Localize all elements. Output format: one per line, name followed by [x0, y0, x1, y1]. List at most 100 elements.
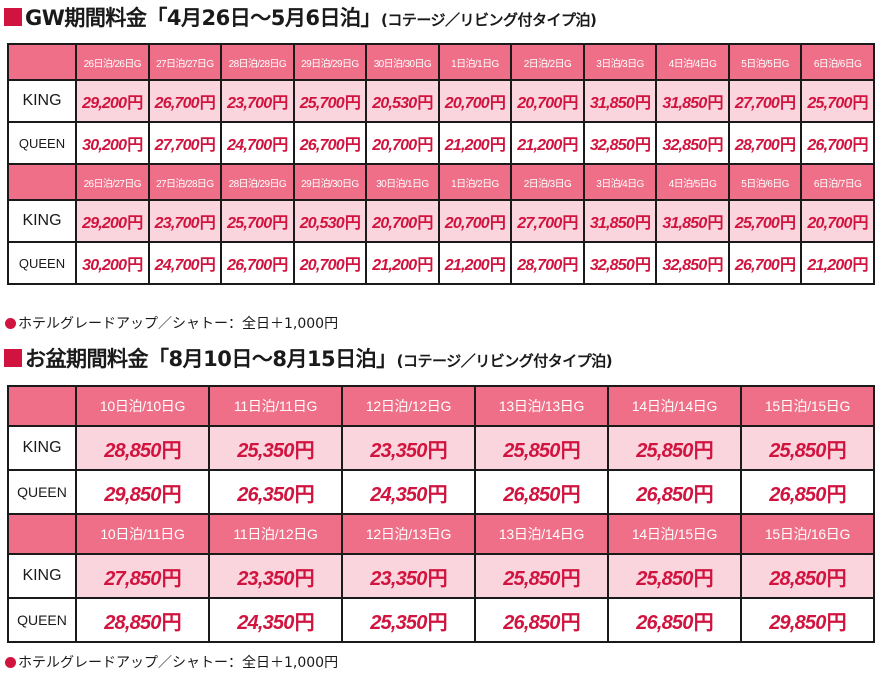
queen-price-cell: 32,850円	[655, 241, 730, 285]
price-value: 25,850	[769, 439, 826, 462]
yen-unit: 円	[127, 257, 143, 274]
price-value: 25,700	[227, 215, 272, 232]
yen-unit: 円	[562, 257, 578, 274]
obon-rate-table: 10日泊/10日G 11日泊/11日G 12日泊/12日G 13日泊/13日G 14日泊…	[7, 385, 875, 643]
king-row: KING 29,200円 26,700円 23,700円 25,700円 20,530円 2…	[7, 79, 875, 123]
price-value: 25,850	[636, 439, 693, 462]
yen-unit: 円	[693, 439, 714, 462]
yen-unit: 円	[707, 137, 723, 154]
queen-price-cell: 32,850円	[655, 121, 730, 165]
price-value: 21,200	[807, 257, 852, 274]
queen-price-cell: 21,200円	[800, 241, 875, 285]
gw-rate-table: 26日泊/26日G 27日泊/27日G 28日泊/28日G 29日泊/29日G 30日泊…	[7, 43, 875, 285]
king-price-cell: 25,700円	[800, 79, 875, 123]
price-value: 31,850	[662, 215, 707, 232]
yen-unit: 円	[693, 483, 714, 506]
price-value: 26,350	[237, 483, 294, 506]
king-price-cell: 28,850円	[740, 553, 875, 599]
price-value: 20,700	[444, 95, 490, 112]
queen-price-cell: 26,850円	[607, 597, 742, 643]
price-value: 26,700	[299, 137, 345, 154]
queen-price-cell: 26,700円	[292, 121, 368, 165]
price-value: 26,850	[636, 483, 693, 506]
queen-price-cell: 21,200円	[365, 241, 440, 285]
date-header-cell: 2日泊/2日G	[510, 43, 585, 81]
obon-note-text: ホテルグレードアップ／シャトー：全日＋1,000円	[18, 655, 339, 671]
queen-price-cell: 27,700円	[147, 121, 223, 165]
header-corner-cell	[7, 163, 77, 201]
queen-price-cell: 26,350円	[208, 469, 343, 515]
price-value: 25,700	[734, 215, 780, 232]
date-header-cell: 12日泊/12日G	[341, 385, 476, 427]
gw-section-title: GW期間料金「4月26日〜5月6日泊」 (コテージ／リビング付タイプ泊)	[4, 2, 597, 32]
queen-price-cell: 26,850円	[607, 469, 742, 515]
king-price-cell: 27,700円	[727, 79, 803, 123]
yen-unit: 円	[344, 257, 361, 274]
price-value: 28,850	[769, 567, 826, 590]
queen-row: QUEEN 28,850円 24,350円 25,350円 26,850円 26,850円…	[7, 597, 875, 643]
yen-unit: 円	[161, 483, 182, 506]
queen-price-cell: 24,350円	[341, 469, 476, 515]
king-row: KING 28,850円 25,350円 23,350円 25,850円 25,850円 2…	[7, 425, 875, 471]
yen-unit: 円	[344, 137, 361, 154]
price-value: 26,700	[734, 257, 780, 274]
date-header-cell: 1日泊/2日G	[437, 163, 513, 201]
yen-unit: 円	[852, 215, 869, 232]
king-price-cell: 20,700円	[510, 79, 585, 123]
date-header-cell: 10日泊/11日G	[75, 513, 210, 555]
yen-unit: 円	[780, 257, 796, 274]
gw-title-sub: (コテージ／リビング付タイプ泊)	[380, 11, 597, 29]
gw-note-text: ホテルグレードアップ／シャトー：全日＋1,000円	[18, 316, 339, 332]
king-price-cell: 23,700円	[147, 199, 223, 243]
price-value: 29,200	[82, 95, 127, 112]
price-value: 26,700	[154, 95, 200, 112]
price-value: 28,850	[104, 439, 161, 462]
gw-upgrade-note: ホテルグレードアップ／シャトー：全日＋1,000円	[5, 313, 338, 333]
king-price-cell: 31,850円	[582, 199, 658, 243]
date-header-cell: 4日泊/4日G	[655, 43, 730, 81]
king-price-cell: 31,850円	[655, 199, 730, 243]
yen-unit: 円	[560, 483, 581, 506]
queen-label: QUEEN	[7, 241, 77, 285]
date-header-cell: 14日泊/15日G	[607, 513, 742, 555]
yen-unit: 円	[780, 137, 796, 154]
king-price-cell: 25,700円	[292, 79, 368, 123]
king-label: KING	[7, 425, 77, 471]
header-corner-cell	[7, 513, 77, 555]
king-price-cell: 31,850円	[582, 79, 658, 123]
price-value: 20,700	[444, 215, 490, 232]
date-header-cell: 11日泊/12日G	[208, 513, 343, 555]
king-price-cell: 29,200円	[75, 199, 150, 243]
queen-price-cell: 26,700円	[727, 241, 803, 285]
yen-unit: 円	[634, 215, 651, 232]
queen-price-cell: 24,700円	[147, 241, 223, 285]
price-value: 20,700	[807, 215, 852, 232]
yen-unit: 円	[127, 95, 143, 112]
king-row: KING 29,200円 23,700円 25,700円 20,530円 20,700円 2…	[7, 199, 875, 243]
queen-price-cell: 28,850円	[75, 597, 210, 643]
queen-price-cell: 28,700円	[510, 241, 585, 285]
date-header-cell: 14日泊/14日G	[607, 385, 742, 427]
date-header-cell: 5日泊/5日G	[727, 43, 803, 81]
obon-section-title: お盆期間料金「8月10日〜8月15日泊」 (コテージ／リビング付タイプ泊)	[4, 343, 613, 373]
queen-row: QUEEN 30,200円 24,700円 26,700円 20,700円 21,200円…	[7, 241, 875, 285]
yen-unit: 円	[826, 483, 847, 506]
yen-unit: 円	[826, 567, 847, 590]
header-corner-cell	[7, 385, 77, 427]
yen-unit: 円	[427, 483, 448, 506]
date-header-cell: 3日泊/4日G	[582, 163, 658, 201]
yen-unit: 円	[427, 611, 448, 634]
queen-label: QUEEN	[7, 597, 77, 643]
date-header-cell: 28日泊/29日G	[220, 163, 295, 201]
yen-unit: 円	[417, 137, 433, 154]
price-value: 27,700	[154, 137, 200, 154]
header-corner-cell	[7, 43, 77, 81]
price-value: 26,850	[636, 611, 693, 634]
yen-unit: 円	[127, 215, 143, 232]
king-price-cell: 20,700円	[437, 79, 513, 123]
price-value: 25,850	[636, 567, 693, 590]
price-value: 21,200	[372, 257, 417, 274]
queen-price-cell: 30,200円	[75, 121, 150, 165]
price-value: 24,700	[154, 257, 200, 274]
obon-title-sub: (コテージ／リビング付タイプ泊)	[396, 352, 613, 370]
